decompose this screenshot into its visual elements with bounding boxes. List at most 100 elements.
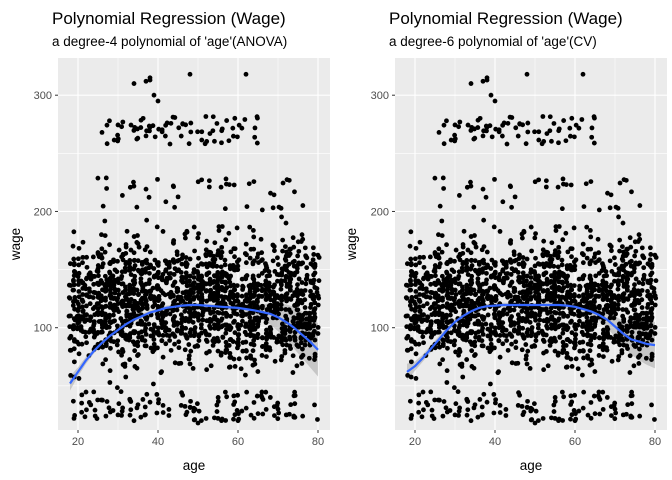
data-point <box>412 274 418 280</box>
data-point <box>608 311 614 317</box>
data-point <box>623 307 629 313</box>
data-point <box>596 270 602 276</box>
data-point <box>480 78 486 84</box>
data-point <box>621 267 626 273</box>
data-point <box>79 341 85 347</box>
data-point <box>472 352 478 357</box>
data-point <box>76 289 82 294</box>
data-point <box>311 322 317 328</box>
data-point <box>127 260 132 266</box>
data-point <box>302 288 308 293</box>
data-point <box>589 285 594 291</box>
data-point <box>232 254 237 260</box>
data-point <box>508 184 513 190</box>
data-point <box>99 325 105 330</box>
data-point <box>206 184 212 190</box>
data-point <box>605 326 611 332</box>
data-point <box>218 324 224 330</box>
data-point <box>541 350 546 356</box>
data-point <box>509 360 515 366</box>
data-point <box>648 277 654 283</box>
data-point <box>468 81 474 86</box>
data-point <box>240 318 245 324</box>
data-point <box>308 288 313 294</box>
data-point <box>302 342 308 348</box>
data-point <box>408 374 414 380</box>
data-point <box>90 254 96 260</box>
data-point <box>619 278 625 284</box>
data-point <box>215 310 220 315</box>
data-point <box>250 227 256 233</box>
data-point <box>234 225 240 231</box>
data-point <box>561 118 567 123</box>
data-point <box>195 263 201 269</box>
data-point <box>136 291 141 297</box>
data-point <box>472 126 477 132</box>
data-point <box>452 136 458 142</box>
data-point <box>140 321 146 327</box>
data-point <box>279 295 285 301</box>
data-point <box>632 320 638 326</box>
data-point <box>409 295 415 300</box>
data-point <box>174 322 180 327</box>
data-point <box>283 274 289 280</box>
data-point <box>532 263 538 269</box>
data-point <box>187 278 192 284</box>
data-point <box>407 326 413 332</box>
data-point <box>220 287 225 293</box>
data-point <box>428 281 434 287</box>
data-point <box>541 318 547 324</box>
data-point <box>256 273 262 279</box>
data-point <box>549 415 554 421</box>
data-point <box>492 98 498 104</box>
data-point <box>437 261 443 267</box>
fit-line-1 <box>69 303 319 385</box>
data-point <box>541 332 546 338</box>
data-point <box>413 313 418 319</box>
data-point <box>524 283 530 288</box>
data-point <box>503 263 509 269</box>
plot-area-1 <box>58 58 330 430</box>
data-point <box>507 240 513 245</box>
data-point <box>573 122 579 128</box>
data-point <box>448 312 453 318</box>
data-point <box>91 389 97 395</box>
data-point <box>190 284 196 290</box>
data-point <box>178 312 184 318</box>
data-point <box>639 305 645 310</box>
data-point <box>440 343 446 349</box>
data-point <box>624 323 630 329</box>
data-point <box>99 255 105 261</box>
data-point <box>223 294 229 300</box>
data-point <box>216 224 222 230</box>
data-point <box>459 265 465 271</box>
data-point <box>272 248 277 254</box>
data-point <box>203 281 209 287</box>
data-point <box>294 266 300 271</box>
data-point <box>136 334 142 340</box>
data-point <box>484 249 490 255</box>
data-point <box>417 239 423 245</box>
data-point <box>295 302 301 307</box>
data-point <box>231 286 237 292</box>
data-point <box>316 278 322 284</box>
data-point <box>271 297 277 303</box>
data-point <box>103 295 108 301</box>
data-point <box>196 338 202 343</box>
data-point <box>242 251 248 256</box>
data-point <box>535 322 541 328</box>
data-point <box>453 280 458 286</box>
data-point <box>452 338 458 344</box>
data-point <box>139 337 145 343</box>
data-point <box>156 126 162 132</box>
data-point <box>140 115 146 121</box>
data-point <box>539 141 545 147</box>
data-point <box>633 276 639 282</box>
data-point <box>511 307 517 313</box>
data-point <box>287 334 293 340</box>
data-point <box>183 122 189 128</box>
data-point <box>99 246 105 252</box>
chart-title-2: Polynomial Regression (Wage) <box>389 9 623 28</box>
data-point <box>551 121 557 126</box>
data-point <box>524 256 530 262</box>
